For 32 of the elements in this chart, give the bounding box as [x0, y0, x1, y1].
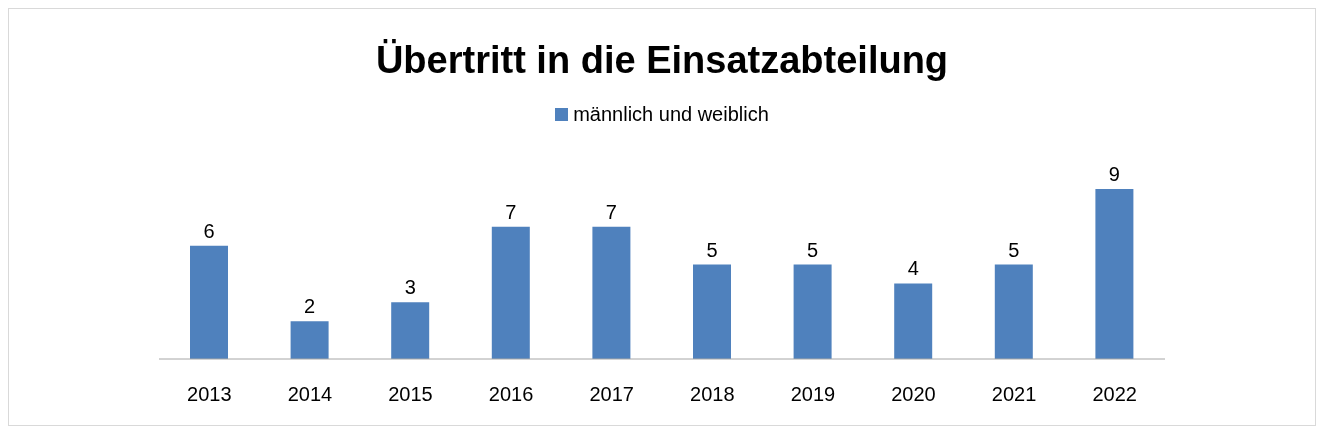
x-tick-label: 2019 [790, 383, 836, 406]
x-tick-label: 2016 [488, 383, 534, 406]
x-tick-label: 2014 [287, 383, 333, 406]
bar [693, 264, 731, 359]
bar [190, 245, 228, 359]
bar [894, 283, 933, 359]
data-label: 5 [1008, 238, 1020, 261]
bar [290, 321, 329, 359]
x-tick-label: 2022 [1092, 383, 1137, 406]
x-tick-label: 2021 [991, 383, 1037, 406]
legend-label: männlich und weiblich [572, 102, 769, 126]
x-tick-label: 2020 [891, 383, 936, 406]
bar [592, 226, 631, 359]
bar [793, 264, 832, 359]
data-label: 7 [605, 200, 617, 223]
data-label: 5 [706, 238, 718, 261]
x-tick-label: 2018 [690, 383, 735, 406]
data-label: 6 [203, 219, 215, 242]
data-label: 4 [907, 257, 919, 280]
chart-title: Übertritt in die Einsatzabteilung [374, 39, 950, 83]
data-label: 9 [1108, 163, 1120, 185]
data-label: 2 [304, 295, 316, 318]
bar [491, 226, 530, 359]
bar [1095, 189, 1134, 359]
bar [994, 264, 1033, 359]
x-tick-label: 2013 [187, 383, 232, 406]
x-tick-label: 2017 [589, 383, 634, 406]
data-label: 3 [404, 276, 416, 299]
data-label: 5 [807, 238, 819, 261]
bar [391, 302, 430, 359]
x-tick-label: 2015 [388, 383, 433, 406]
data-label: 7 [505, 200, 517, 223]
